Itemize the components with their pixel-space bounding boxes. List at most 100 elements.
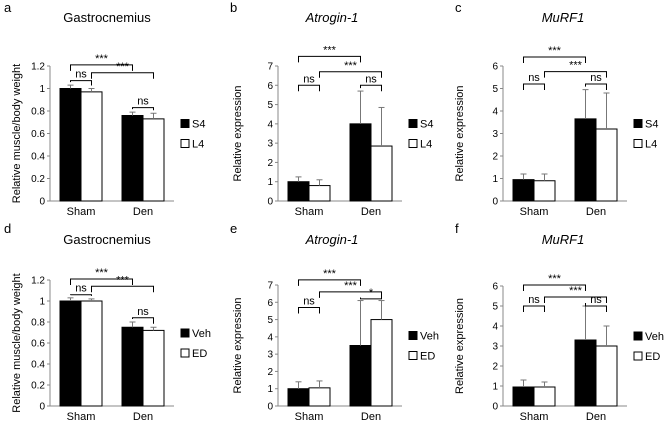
y-tick-label: 0	[492, 402, 498, 413]
bar-ed-sham	[308, 387, 331, 407]
bar-veh-sham	[512, 386, 535, 407]
x-tick-label: Sham	[67, 206, 96, 218]
significance-label: ns	[303, 295, 315, 307]
x-tick-label: Sham	[520, 206, 549, 218]
significance-bracket	[91, 72, 154, 79]
x-tick-label: Den	[361, 411, 381, 423]
significance-label: ns	[75, 283, 87, 295]
legend-label: L4	[192, 139, 204, 151]
y-tick-label: 7	[267, 281, 273, 292]
significance-bracket	[523, 305, 545, 312]
legend-swatch-l4	[408, 139, 418, 148]
chart-title: MuRF1	[542, 10, 585, 25]
legend-swatch-veh	[180, 328, 190, 338]
significance-label: ns	[137, 306, 149, 318]
chart-panel-a: a Gastrocnemius Relative muscle/body weigh…	[4, 0, 205, 218]
y-tick-label: 5	[267, 315, 273, 326]
chart-panel-f: f MuRF1 Relative expression 0 1 2 3 4 5 6 Sham Den n…	[454, 221, 664, 423]
legend-label: ED	[192, 348, 207, 360]
y-tick-label: 7	[267, 62, 273, 73]
significance-bracket	[544, 71, 607, 78]
significance-bracket	[360, 84, 382, 92]
significance-bracket	[298, 306, 320, 314]
significance-bracket	[523, 83, 545, 90]
bar-ed-den	[595, 345, 618, 407]
y-tick-label: 5	[492, 84, 498, 95]
x-tick-label: Den	[586, 206, 606, 218]
y-tick-label: 1	[39, 84, 45, 95]
significance-bracket	[132, 317, 154, 324]
legend-swatch-veh	[633, 331, 643, 341]
legend-label: ED	[645, 351, 660, 363]
y-tick-label: 0.8	[31, 107, 45, 118]
panel-letter: e	[230, 221, 237, 236]
bar-s4-sham	[59, 88, 82, 202]
significance-label: ***	[344, 280, 358, 292]
legend-label: Veh	[420, 331, 439, 343]
y-tick-label: 4	[267, 119, 273, 130]
y-tick-label: 4	[267, 332, 273, 343]
chart-panel-e: e Atrogin-1 Relative expression 0 1 2 3 4 5 6 7 Sha…	[230, 221, 439, 423]
significance-label: ***	[95, 53, 109, 65]
y-tick-label: 4	[492, 322, 498, 333]
x-tick-label: Sham	[295, 411, 324, 423]
legend-label: Veh	[645, 331, 664, 343]
bar-ed-den	[142, 329, 165, 407]
significance-bracket	[70, 294, 92, 296]
significance-bracket	[585, 83, 607, 90]
y-tick-label: 6	[267, 81, 273, 92]
significance-label: ***	[548, 273, 562, 285]
significance-label: ***	[116, 61, 130, 73]
y-tick-label: 1	[39, 297, 45, 308]
y-tick-label: 0	[267, 402, 273, 413]
chart-title: Gastrocnemius	[63, 10, 151, 25]
chart-title: MuRF1	[542, 232, 585, 247]
y-tick-label: 3	[267, 139, 273, 150]
y-tick-label: 1	[267, 384, 273, 395]
y-tick-label: 0.6	[31, 339, 45, 350]
chart-title: Gastrocnemius	[63, 232, 151, 247]
significance-label: ns	[590, 72, 602, 84]
y-axis-label: Relative expression	[232, 86, 244, 182]
significance-bracket	[70, 64, 133, 71]
significance-label: ***	[344, 60, 358, 72]
y-axis-label: Relative expression	[232, 298, 244, 394]
bar-l4-sham	[533, 180, 556, 202]
panel-letter: f	[455, 221, 459, 236]
bar-veh-sham	[59, 300, 82, 407]
x-tick-label: Den	[133, 411, 153, 423]
y-tick-label: 0	[39, 402, 45, 413]
y-tick-label: 4	[492, 107, 498, 118]
legend-swatch-l4	[180, 139, 190, 148]
legend-label: S4	[192, 119, 205, 131]
significance-bracket	[319, 291, 382, 298]
legend-swatch-ed	[180, 348, 190, 358]
y-tick-label: 1	[267, 177, 273, 188]
chart-panel-d: d Gastrocnemius Relative muscle/body weigh…	[4, 221, 211, 423]
bar-l4-sham	[308, 185, 331, 202]
panel-letter: d	[4, 221, 11, 236]
y-tick-label: 0	[492, 197, 498, 208]
panel-letter: a	[4, 0, 12, 15]
y-tick-label: 1	[492, 174, 498, 185]
y-tick-label: 0	[39, 197, 45, 208]
significance-bracket	[298, 55, 361, 63]
y-tick-label: 6	[492, 62, 498, 73]
legend-swatch-s4	[408, 119, 418, 128]
significance-label: ns	[303, 73, 315, 85]
significance-bracket	[544, 296, 607, 303]
bar-s4-den	[121, 115, 144, 202]
legend-label: L4	[420, 139, 432, 151]
legend-swatch-s4	[633, 119, 643, 128]
x-tick-label: Sham	[520, 411, 549, 423]
legend-swatch-s4	[180, 119, 190, 128]
chart-panel-c: c MuRF1 Relative expression 0 1 2 3 4 5 6 Sham Den n…	[454, 0, 658, 218]
y-tick-label: 1.2	[31, 276, 45, 287]
y-tick-label: 0.6	[31, 129, 45, 140]
significance-label: ***	[95, 267, 109, 279]
significance-bracket	[523, 56, 586, 63]
significance-bracket	[585, 303, 607, 312]
bar-s4-sham	[512, 179, 535, 202]
significance-bracket	[132, 107, 154, 111]
y-axis-label: Relative muscle/body weight	[11, 64, 23, 203]
